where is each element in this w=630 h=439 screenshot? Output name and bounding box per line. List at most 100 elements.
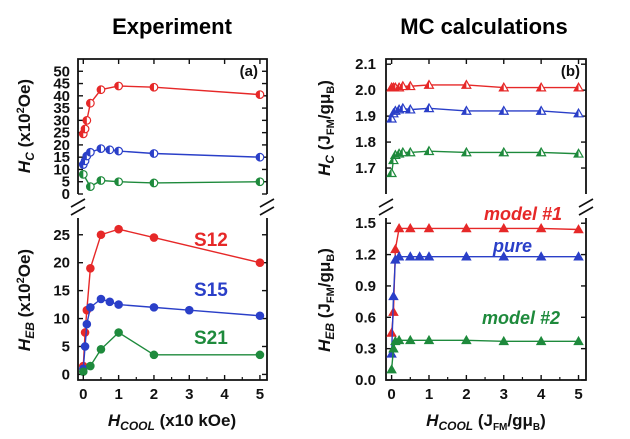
data-point-half: [86, 99, 91, 107]
data-point-half: [97, 85, 101, 94]
data-point: [498, 335, 510, 346]
x-tick-label: 5: [574, 386, 582, 403]
data-point-half: [499, 83, 504, 91]
axis-break-mark: [578, 198, 594, 208]
series-line: [390, 339, 579, 370]
y-tick-label: 25: [53, 227, 70, 244]
series-line: [390, 255, 579, 354]
data-point: [255, 258, 265, 267]
y-tick-label: 0: [62, 366, 70, 383]
axis-break-mark: [70, 206, 86, 216]
data-point: [535, 335, 547, 346]
data-point-half: [114, 177, 119, 186]
axis-break-mark: [70, 198, 86, 208]
y-tick-label: 0.9: [355, 278, 376, 295]
series-label-pure: pure: [492, 236, 532, 256]
data-point-half: [86, 148, 91, 157]
x-tick-label: 0: [387, 386, 395, 403]
data-point-half: [405, 148, 411, 156]
data-point-half: [256, 90, 260, 99]
data-point: [461, 251, 472, 261]
data-point: [386, 348, 397, 358]
data-point-half: [461, 148, 467, 156]
data-point-half: [387, 114, 392, 123]
x-tick-label: 4: [220, 386, 229, 403]
data-point-half: [424, 80, 429, 89]
data-point-half: [461, 80, 467, 89]
panel-label: (b): [561, 63, 580, 80]
data-point-half: [390, 150, 396, 159]
y-tick-label: 0.3: [355, 341, 376, 358]
data-point: [573, 224, 584, 234]
y-tick-label: 25: [53, 125, 70, 142]
series-line: [82, 298, 260, 369]
data-point-half: [81, 125, 86, 133]
data-point: [96, 294, 106, 304]
y-tick-label: 15: [53, 283, 70, 300]
series-label-model1: model #1: [484, 204, 562, 224]
x-tick-label: 3: [500, 386, 508, 403]
axis-break-mark: [259, 206, 275, 216]
y-tick-label: 0: [62, 186, 70, 203]
data-point-half: [114, 147, 119, 155]
data-point-half: [424, 103, 429, 112]
x-axis-label: HCOOL (JFM/gμB): [426, 411, 546, 433]
y-tick-label: 30: [53, 112, 70, 129]
left-panel-title: Experiment: [112, 14, 232, 39]
data-point: [386, 364, 397, 374]
axis-break-mark: [378, 206, 394, 216]
data-point: [255, 311, 265, 321]
plot-frame: [385, 58, 587, 381]
series-line: [390, 107, 579, 119]
data-point-half: [256, 153, 260, 161]
panel-label: (a): [240, 63, 258, 80]
data-point: [388, 343, 399, 353]
data-point: [96, 230, 106, 240]
data-point-half: [106, 146, 110, 154]
data-point: [149, 303, 159, 312]
x-tick-label: 1: [425, 386, 433, 403]
x-tick-label: 2: [150, 386, 158, 403]
y-tick-label: 50: [53, 63, 70, 80]
data-point: [86, 361, 95, 371]
data-point-half: [398, 81, 403, 90]
axis-break-mark: [578, 206, 594, 216]
data-point: [393, 223, 405, 233]
x-tick-label: 4: [537, 386, 546, 403]
data-point-half: [394, 105, 400, 113]
data-point: [423, 334, 435, 345]
data-point: [82, 319, 92, 329]
data-point-half: [387, 168, 392, 177]
series-label-s15: S15: [194, 280, 228, 301]
y-tick-label: 2.0: [355, 82, 376, 99]
y-tick-label: 5: [62, 338, 70, 355]
data-point-half: [398, 103, 403, 112]
y-axis-label-heb: HEB (JFM/gμB): [315, 248, 337, 352]
y-tick-label: 45: [53, 76, 70, 93]
y-tick-label: 2.1: [355, 56, 376, 73]
data-point-half: [499, 106, 504, 115]
data-point-half: [390, 83, 396, 91]
data-point-half: [536, 148, 542, 156]
data-point: [114, 328, 123, 337]
x-axis-label: HCOOL (x10 kOe): [108, 411, 236, 433]
data-point: [423, 223, 435, 233]
data-point-half: [574, 149, 579, 158]
data-point: [149, 233, 159, 242]
y-tick-label: 0.0: [355, 372, 376, 389]
data-point-half: [405, 105, 411, 113]
series-line: [82, 85, 260, 135]
x-tick-label: 0: [79, 386, 87, 403]
data-point: [535, 223, 547, 233]
y-tick-label: 1.7: [355, 160, 376, 177]
data-point-half: [394, 149, 400, 158]
x-tick-label: 5: [256, 386, 264, 403]
data-point: [105, 297, 115, 307]
series-line: [82, 174, 260, 188]
axis-break-mark: [259, 198, 275, 208]
data-point-half: [97, 144, 101, 153]
data-point: [461, 223, 472, 233]
right-panel-title: MC calculations: [400, 14, 567, 39]
y-axis-label-hc: HC (JFM/gμB): [315, 80, 337, 176]
